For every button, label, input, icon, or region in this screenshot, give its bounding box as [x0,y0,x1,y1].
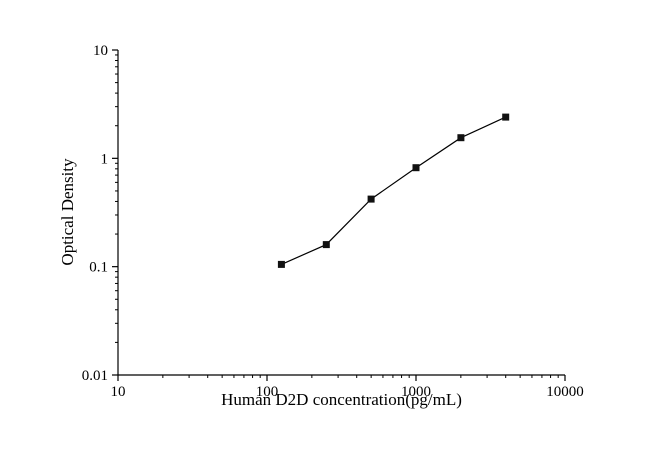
y-tick-label: 0.01 [82,368,108,384]
x-tick-label: 1000 [401,384,431,400]
x-tick-label: 100 [256,384,279,400]
data-point-marker [502,113,510,121]
x-axis-label: Human D2D concentration(pg/mL) [221,390,462,409]
y-axis-label: Optical Density [58,158,77,266]
y-tick-label: 10 [93,43,108,59]
data-point-marker [367,195,375,203]
y-tick-label: 1 [101,151,109,167]
data-point-marker [412,164,420,172]
x-tick-label: 10000 [546,384,584,400]
data-point-marker [322,241,330,249]
curve-line [281,116,506,265]
data-point-marker [277,260,285,268]
x-tick-label: 10 [111,384,126,400]
y-tick-label: 0.1 [89,260,108,276]
data-point-marker [457,134,465,142]
